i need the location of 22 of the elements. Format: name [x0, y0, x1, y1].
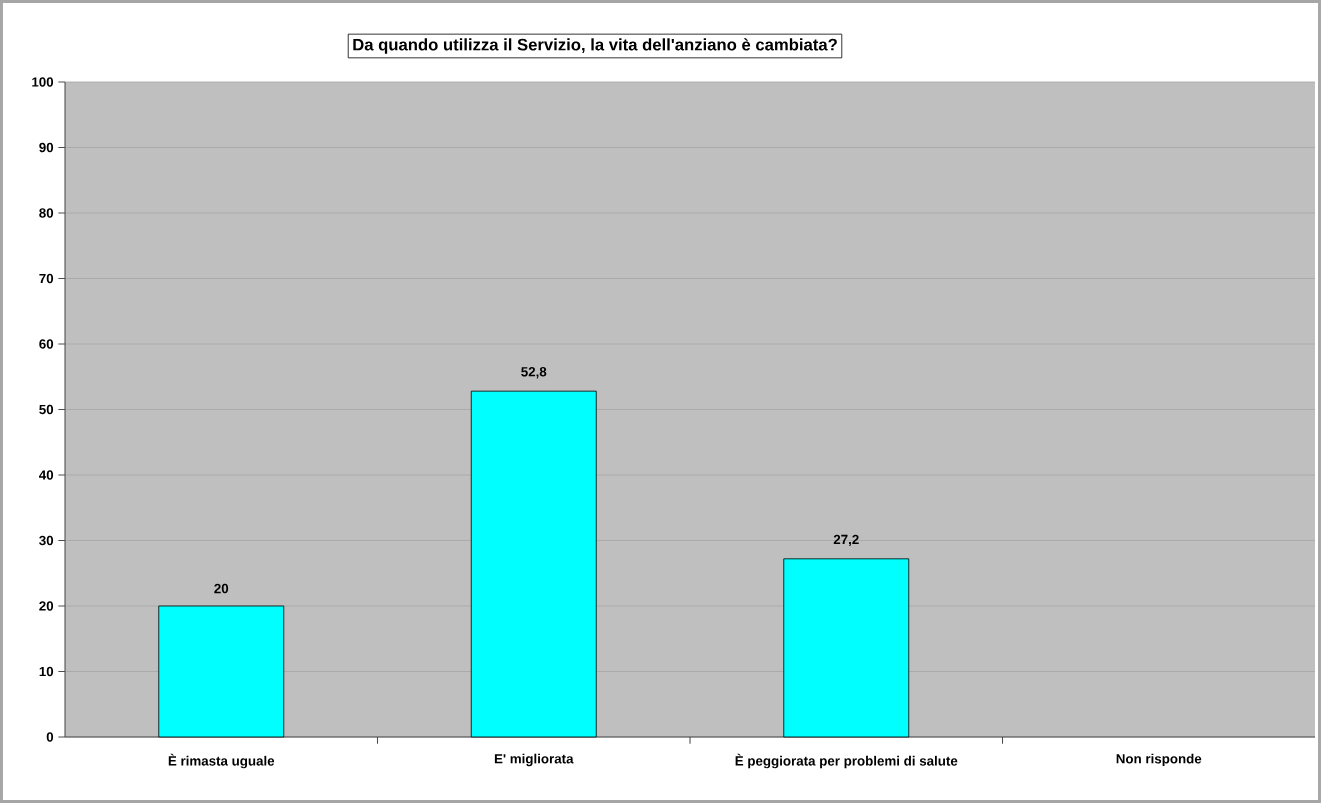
data-label: 52,8 [521, 367, 547, 379]
y-tick-label: 80 [39, 208, 54, 218]
x-tick-label: È peggiorata per problemi di salute [735, 753, 958, 769]
y-tick-label: 0 [46, 732, 54, 742]
y-tick-label: 60 [39, 339, 54, 349]
data-label: 27,2 [833, 534, 859, 547]
y-tick-label: 100 [32, 77, 54, 87]
y-tick-label: 70 [39, 273, 54, 284]
y-tick-label: 10 [39, 666, 54, 677]
data-label: 20 [214, 583, 229, 594]
y-tick-label: 50 [39, 404, 54, 415]
y-tick-label: 90 [39, 142, 54, 153]
chart-title: Da quando utilizza il Servizio, la vita dell'anziano è cambiata? [353, 38, 837, 54]
bar [470, 390, 597, 738]
y-tick-label: 20 [39, 601, 54, 611]
bar [158, 605, 285, 738]
x-tick-label: Non risponde [1116, 753, 1202, 767]
x-tick-label: È rimasta uguale [168, 753, 275, 769]
bar [783, 558, 910, 738]
x-tick-label: E' migliorata [494, 753, 574, 767]
y-tick-label: 30 [39, 535, 54, 546]
y-tick-label: 40 [39, 470, 54, 480]
